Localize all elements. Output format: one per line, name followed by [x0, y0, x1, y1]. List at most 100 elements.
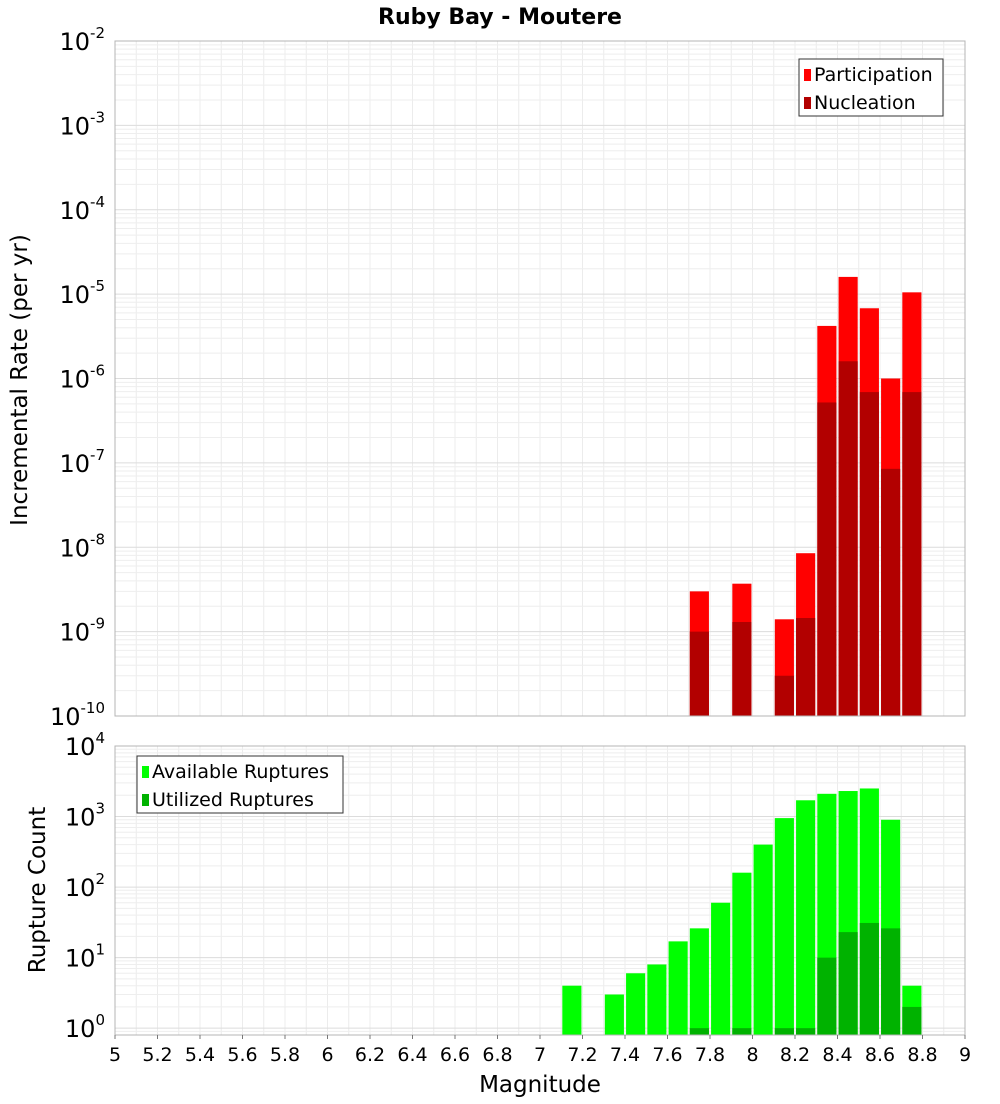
bottom-y-axis-label: Rupture Count [25, 807, 51, 973]
legend-swatch [804, 69, 811, 81]
x-tick-labels: 5 5.2 5.4 5.6 5.8 6 6.2 6.4 6.6 6.8 7 7.2 7.4 7.6 7.8 8… [109, 1035, 971, 1066]
bar-series-2 [838, 932, 858, 1035]
x-tick-label: 8.6 [865, 1044, 895, 1066]
x-tick-label: 5.4 [185, 1044, 215, 1066]
y-tick-base: 10 [65, 804, 96, 832]
y-tick-exponent: 0 [95, 1011, 105, 1029]
x-tick-label: 7.6 [652, 1044, 682, 1066]
x-tick-label: 8.8 [907, 1044, 937, 1066]
y-tick-exponent: -8 [90, 530, 105, 548]
y-tick-base: 10 [59, 619, 90, 647]
x-tick-label: 7 [534, 1044, 546, 1066]
bar-series-2 [796, 1028, 816, 1035]
x-tick-label: 5.8 [270, 1044, 300, 1066]
bar-series-2 [881, 928, 901, 1035]
x-tick-label: 6.4 [397, 1044, 427, 1066]
y-tick-exponent: -7 [90, 446, 105, 464]
legend-label: Participation [814, 64, 933, 86]
x-tick-label: 6 [321, 1044, 333, 1066]
y-tick-base: 10 [59, 450, 90, 478]
y-tick-base: 10 [50, 703, 81, 731]
x-tick-label: 5 [109, 1044, 121, 1066]
chart-title: Ruby Bay - Moutere [378, 5, 622, 30]
x-tick-label: 6.6 [440, 1044, 470, 1066]
legend-label: Nucleation [814, 92, 916, 114]
bar-series-2 [732, 1028, 752, 1035]
y-tick-label: 100 [65, 1011, 105, 1043]
y-tick-base: 10 [59, 197, 90, 225]
bar-series-2 [859, 392, 879, 716]
x-tick-label: 7.4 [610, 1044, 640, 1066]
y-tick-labels: 10-210-310-410-510-610-710-810-910-10 [50, 24, 105, 731]
y-tick-base: 10 [59, 366, 90, 394]
y-tick-base: 10 [65, 1015, 96, 1043]
y-tick-base: 10 [65, 733, 96, 761]
bar-series-2 [902, 1006, 922, 1035]
y-tick-label: 10-2 [59, 24, 105, 56]
y-tick-base: 10 [59, 534, 90, 562]
y-tick-label: 10-4 [59, 193, 105, 225]
x-axis-label: Magnitude [479, 1072, 601, 1098]
x-tick-label: 5.6 [227, 1044, 257, 1066]
bar-series-1 [647, 964, 667, 1035]
y-tick-exponent: 3 [95, 800, 105, 818]
y-tick-base: 10 [59, 28, 90, 56]
bar-series-2 [774, 675, 794, 716]
y-tick-label: 10-3 [59, 108, 105, 140]
bars [562, 788, 922, 1035]
top-plot-panel: 10-210-310-410-510-610-710-810-910-10Par… [50, 24, 966, 731]
plot-frame [114, 40, 966, 717]
y-tick-exponent: 1 [95, 941, 105, 959]
y-tick-label: 10-10 [50, 699, 105, 731]
y-tick-exponent: -3 [90, 108, 105, 126]
y-tick-base: 10 [59, 112, 90, 140]
legend-swatch [142, 766, 149, 778]
x-tick-label: 8 [746, 1044, 758, 1066]
y-tick-label: 10-6 [59, 362, 105, 394]
y-tick-exponent: -6 [90, 362, 105, 380]
bar-series-1 [796, 800, 816, 1035]
y-tick-exponent: -4 [90, 193, 105, 211]
bar-series-2 [902, 392, 922, 716]
y-tick-label: 104 [65, 729, 105, 761]
bar-series-2 [838, 361, 858, 716]
bar-series-2 [689, 1028, 709, 1035]
top-y-axis-label: Incremental Rate (per yr) [7, 234, 33, 526]
bar-series-2 [732, 622, 752, 716]
bar-series-1 [711, 902, 731, 1035]
y-tick-label: 10-9 [59, 615, 105, 647]
bar-series-1 [753, 844, 773, 1035]
bar-series-1 [604, 994, 624, 1035]
bar-series-2 [689, 631, 709, 716]
y-tick-base: 10 [59, 281, 90, 309]
legend: Available Ruptures Utilized Ruptures [136, 755, 344, 814]
legend-label: Utilized Ruptures [152, 789, 314, 811]
x-tick-label: 7.8 [695, 1044, 725, 1066]
y-tick-label: 103 [65, 800, 105, 832]
x-tick-label: 8.4 [822, 1044, 852, 1066]
y-tick-label: 101 [65, 941, 105, 973]
legend-label: Available Ruptures [152, 761, 329, 783]
legend-box [798, 58, 944, 117]
y-tick-exponent: 2 [95, 870, 105, 888]
legend-box [136, 755, 344, 814]
bar-series-1 [626, 973, 646, 1035]
legend-swatch [142, 794, 149, 806]
bar-series-2 [796, 618, 816, 716]
bar-series-1 [732, 872, 752, 1035]
bar-series-1 [562, 985, 582, 1035]
y-tick-label: 102 [65, 870, 105, 902]
y-tick-label: 10-7 [59, 446, 105, 478]
y-tick-base: 10 [65, 945, 96, 973]
bar-series-2 [817, 402, 837, 716]
y-tick-label: 10-5 [59, 277, 105, 309]
legend: Participation Nucleation [798, 58, 944, 117]
bar-series-1 [668, 941, 688, 1035]
y-tick-exponent: -10 [81, 699, 106, 717]
legend-swatch [804, 97, 811, 109]
x-tick-label: 7.2 [567, 1044, 597, 1066]
y-tick-exponent: -9 [90, 615, 105, 633]
